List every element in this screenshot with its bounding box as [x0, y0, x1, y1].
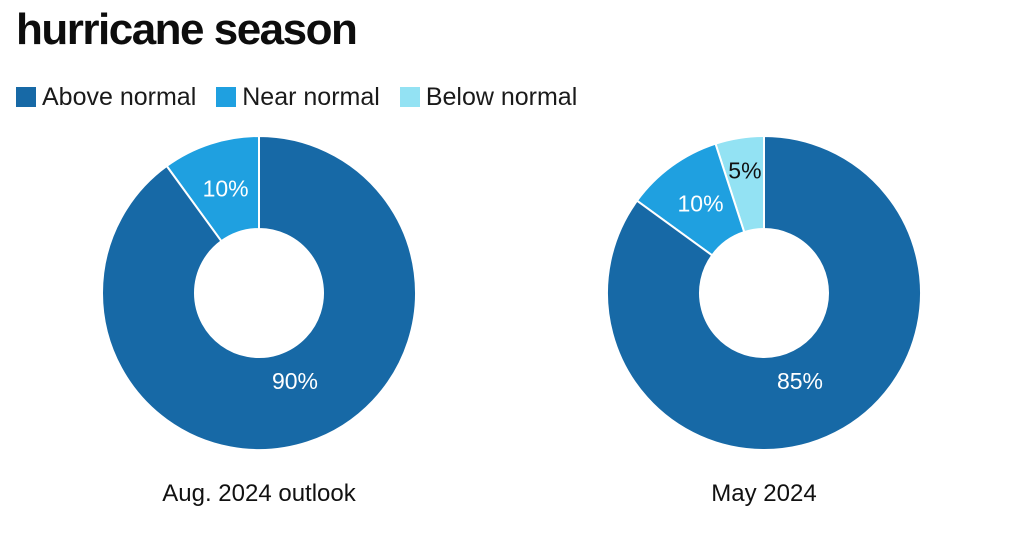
legend: Above normal Near normal Below normal [16, 82, 597, 112]
legend-item-below-normal: Below normal [399, 82, 578, 112]
legend-label-above-normal: Above normal [42, 82, 197, 111]
legend-label-near-normal: Near normal [242, 82, 380, 111]
legend-item-above-normal: Above normal [16, 83, 196, 112]
chart-caption: Aug. 2024 outlook [162, 480, 356, 507]
slice-above-normal [606, 134, 922, 451]
slice-above-normal [101, 134, 417, 451]
donut-chart-aug-2024-outlook: 10% 90% Aug. 2024 outlook [101, 134, 417, 507]
legend-swatch-below-normal [399, 87, 420, 107]
chart-title: hurricane season [16, 5, 358, 54]
data-label-near-normal: 10% [203, 175, 249, 201]
legend-item-near-normal: Near normal [216, 83, 380, 112]
legend-label-below-normal: Below normal [425, 82, 578, 111]
legend-swatch-near-normal [216, 87, 237, 107]
data-label-below-normal: 5% [728, 158, 761, 184]
legend-swatch-above-normal [16, 87, 36, 107]
chart-caption: May 2024 [711, 480, 816, 507]
donut-chart-may-2024: 5%10% 85% May 2024 [606, 134, 922, 507]
data-label-near-normal: 10% [677, 191, 723, 217]
data-label-above-normal: 90% [272, 368, 318, 394]
data-label-above-normal: 85% [777, 368, 823, 394]
